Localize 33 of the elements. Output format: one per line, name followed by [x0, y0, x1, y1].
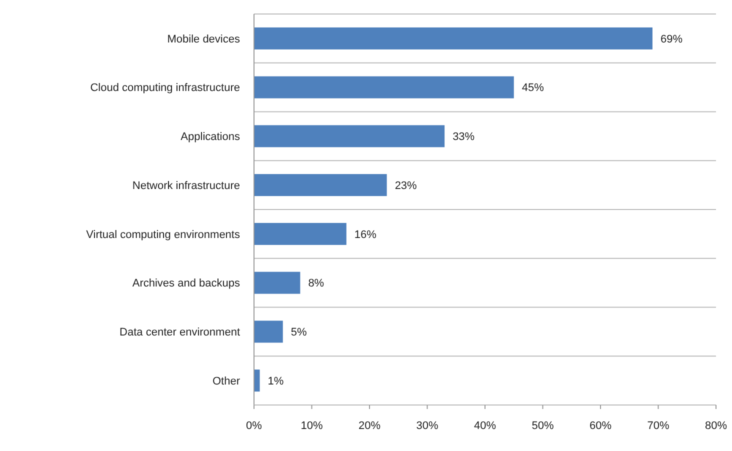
y-tick-label: Network infrastructure	[132, 180, 240, 192]
y-tick-label: Cloud computing infrastructure	[90, 82, 240, 94]
x-tick-label: 60%	[589, 420, 612, 432]
data-label: 1%	[268, 375, 284, 388]
x-tick-label: 70%	[647, 420, 670, 432]
x-tick-label: 30%	[416, 420, 438, 432]
bar	[254, 174, 387, 196]
y-tick-label: Archives and backups	[132, 278, 240, 290]
bar	[254, 370, 260, 392]
x-tick-label: 80%	[704, 420, 728, 432]
bar	[254, 27, 652, 50]
y-tick-label: Virtual computing environments	[86, 228, 240, 241]
x-tick-label: 40%	[474, 420, 496, 432]
y-tick-label: Mobile devices	[167, 33, 240, 46]
x-tick-label: 0%	[246, 420, 262, 432]
x-tick-label: 20%	[358, 420, 381, 432]
data-label: 69%	[660, 33, 683, 46]
bar	[254, 272, 300, 294]
y-tick-label: Data center environment	[120, 326, 240, 339]
data-label: 16%	[354, 228, 377, 241]
data-label: 8%	[308, 278, 324, 290]
bar	[254, 125, 445, 148]
data-label: 5%	[290, 326, 307, 339]
bar	[254, 76, 514, 98]
y-tick-label: Applications	[180, 131, 240, 144]
y-tick-label: Other	[212, 375, 240, 388]
data-label: 33%	[452, 131, 475, 144]
bar	[254, 222, 346, 245]
data-label: 45%	[522, 82, 544, 94]
bar	[254, 320, 283, 343]
x-tick-label: 50%	[532, 420, 554, 432]
x-tick-label: 10%	[300, 420, 323, 432]
data-label: 23%	[394, 180, 418, 192]
